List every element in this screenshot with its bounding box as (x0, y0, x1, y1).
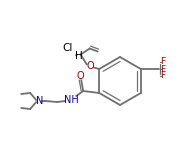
Text: O: O (76, 71, 84, 81)
Text: N: N (36, 96, 43, 106)
Text: .: . (74, 44, 79, 59)
Text: O: O (86, 61, 94, 71)
Text: Cl: Cl (63, 43, 73, 53)
Text: F: F (160, 58, 165, 66)
Text: F: F (160, 71, 165, 80)
Text: NH: NH (64, 95, 79, 105)
Text: H: H (75, 51, 83, 61)
Text: F: F (160, 64, 165, 73)
